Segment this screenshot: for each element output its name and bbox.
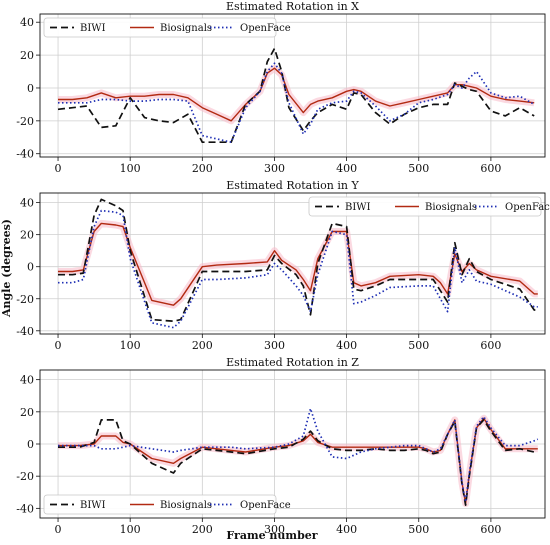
x-tick-label: 500: [408, 162, 429, 175]
y-axis-label: Angle (degrees): [0, 219, 13, 318]
legend: BIWI Biosignals OpenFace: [43, 17, 291, 38]
series-line-openface: [58, 62, 535, 144]
y-tick-label: -40: [16, 502, 34, 515]
plot-area: [57, 47, 535, 144]
legend-label-biosignals: Biosignals: [160, 500, 212, 511]
y-tick-label: 40: [20, 197, 34, 210]
legend-label-openface: OpenFace: [505, 202, 550, 213]
x-tick-label: 0: [55, 523, 62, 536]
y-tick-label: 40: [20, 374, 34, 387]
series-line-biosignals: [58, 67, 535, 122]
x-tick-label: 300: [264, 523, 285, 536]
plot-frame: [39, 192, 546, 335]
series-line-biwi: [58, 198, 538, 323]
series-line-openface: [58, 407, 539, 503]
rotation-y-chart: Estimated Rotation in Y0 100 200 300 400 500 6…: [16, 179, 550, 352]
x-tick-label: 500: [408, 339, 429, 352]
y-tick-label: -40: [16, 325, 34, 338]
x-tick-label: 500: [408, 523, 429, 536]
x-tick-label: 400: [336, 523, 357, 536]
x-tick-label: 200: [192, 339, 213, 352]
x-tick-label: 400: [336, 162, 357, 175]
legend-label-biwi: BIWI: [80, 23, 106, 34]
rotation-z-chart: Estimated Rotation in Z0 100 200 300 400 500 6…: [16, 356, 546, 536]
legend-label-biosignals: Biosignals: [160, 23, 212, 34]
legend-box: [308, 196, 542, 217]
x-tick-label: 600: [480, 339, 501, 352]
x-tick-label: 400: [336, 339, 357, 352]
y-tick-label: -20: [16, 293, 34, 306]
x-tick-label: 300: [264, 339, 285, 352]
x-tick-label: 100: [120, 162, 141, 175]
legend-label-openface: OpenFace: [240, 500, 291, 511]
plot-area: [58, 407, 539, 507]
x-axis-label: Frame number: [226, 529, 317, 542]
chart-title: Estimated Rotation in Z: [226, 356, 359, 369]
plot-frame: [39, 13, 546, 158]
y-tick-label: -20: [16, 470, 34, 483]
x-tick-label: 300: [264, 162, 285, 175]
legend-label-biosignals: Biosignals: [425, 202, 477, 213]
series-line-biwi: [57, 47, 535, 144]
x-tick-label: 100: [120, 523, 141, 536]
y-tick-label: 40: [20, 16, 34, 29]
y-tick-label: 0: [27, 261, 34, 274]
rotation-x-chart: Estimated Rotation in X0 100 200 300 400 500 6…: [16, 0, 546, 175]
y-tick-label: 20: [20, 49, 34, 62]
plot-frame: [39, 369, 546, 519]
x-tick-label: 600: [480, 162, 501, 175]
y-tick-label: -40: [16, 148, 34, 161]
legend-label-biwi: BIWI: [345, 202, 371, 213]
x-tick-label: 200: [192, 162, 213, 175]
chart-title: Estimated Rotation in Y: [226, 179, 359, 192]
y-tick-label: 0: [27, 82, 34, 95]
x-tick-label: 100: [120, 339, 141, 352]
chart-title: Estimated Rotation in X: [226, 0, 359, 13]
y-tick-label: -20: [16, 115, 34, 128]
y-tick-label: 0: [27, 438, 34, 451]
plot-area: [58, 198, 538, 329]
legend: BIWI Biosignals OpenFace: [43, 494, 291, 515]
y-tick-label: 20: [20, 229, 34, 242]
x-tick-label: 0: [55, 339, 62, 352]
y-tick-label: 20: [20, 406, 34, 419]
legend-label-openface: OpenFace: [240, 23, 291, 34]
legend-box: [43, 17, 277, 38]
legend: BIWI Biosignals OpenFace: [308, 196, 550, 217]
x-tick-label: 0: [55, 162, 62, 175]
biosignals-band: [58, 64, 535, 125]
legend-label-biwi: BIWI: [80, 500, 106, 511]
x-tick-label: 200: [192, 523, 213, 536]
x-tick-label: 600: [480, 523, 501, 536]
legend-box: [43, 494, 277, 515]
